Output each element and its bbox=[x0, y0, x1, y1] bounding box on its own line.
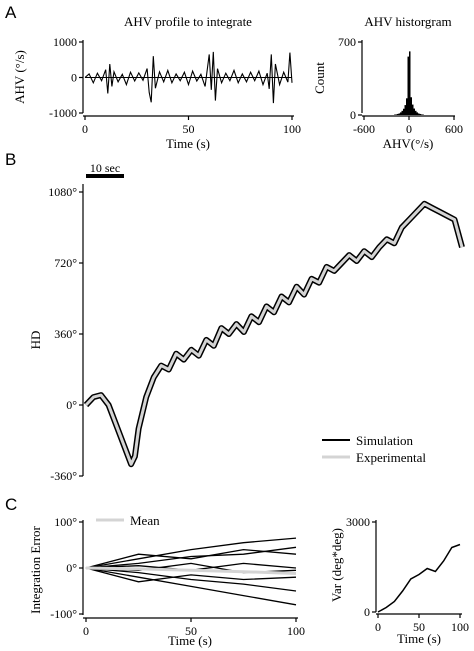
ahv-profile-xtick-label: 50 bbox=[183, 122, 195, 136]
integration-error-chart: 100° 0° -100° 0 50 100 Mean Time (s) Integrat… bbox=[28, 513, 305, 648]
histogram-bar bbox=[401, 110, 403, 115]
ahv-profile-ticks: 1000 0 -1000 0 50 100 bbox=[49, 35, 301, 136]
histogram-bar bbox=[416, 112, 418, 115]
var-x-label: Time (s) bbox=[397, 631, 441, 646]
hd-experimental-line bbox=[84, 202, 464, 466]
histogram-bar bbox=[398, 113, 400, 115]
ahv-histogram-xtick-label: 0 bbox=[406, 122, 412, 136]
variance-chart: 3000 00 50 100 Time (s) Var (deg*deg) bbox=[329, 515, 469, 646]
error-trial-line bbox=[85, 567, 297, 583]
ahv-profile-xtick-label: 100 bbox=[283, 122, 301, 136]
var-ytick-label: 3000 bbox=[346, 515, 370, 529]
histogram-bar bbox=[400, 112, 402, 115]
hd-ytick-label: 1080° bbox=[48, 185, 77, 199]
histogram-bar bbox=[413, 108, 415, 115]
histogram-bar bbox=[419, 113, 421, 115]
ahv-histogram-title: AHV historgram bbox=[364, 14, 451, 29]
hd-ytick-label: 0° bbox=[66, 398, 77, 412]
variance-marks bbox=[377, 543, 461, 613]
ahv-profile-y-label: AHV (°/s) bbox=[12, 50, 27, 104]
ahv-profile-title: AHV profile to integrate bbox=[124, 14, 252, 29]
ahv-histogram-xtick-label: -600 bbox=[353, 122, 375, 136]
hd-legend: Simulation Experimental bbox=[322, 433, 426, 465]
error-ytick-label: -100° bbox=[50, 607, 77, 621]
error-ytick-label: 0° bbox=[66, 561, 77, 575]
histogram-bar bbox=[397, 113, 399, 115]
ahv-histogram-ytick-label: 700 bbox=[338, 35, 356, 49]
error-xtick-label: 100 bbox=[287, 624, 305, 638]
histogram-bar bbox=[418, 113, 420, 115]
hd-y-label: HD bbox=[28, 331, 43, 350]
ahv-profile-ytick-label: -1000 bbox=[49, 106, 77, 120]
variance-line bbox=[377, 543, 461, 613]
error-mean-line bbox=[85, 566, 297, 575]
ahv-profile-ytick-label: 1000 bbox=[53, 35, 77, 49]
ahv-histogram-x-label: AHV(°/s) bbox=[383, 136, 434, 151]
histogram-bar bbox=[395, 114, 397, 115]
error-y-label: Integration Error bbox=[28, 525, 43, 613]
var-xtick-label: 0 bbox=[375, 620, 381, 634]
histogram-bar bbox=[406, 98, 408, 115]
error-xtick-label: 0 bbox=[83, 624, 89, 638]
var-xtick-label: 50 bbox=[413, 620, 425, 634]
ahv-histogram-ytick-label: 0 bbox=[350, 108, 356, 122]
hd-trace-marks bbox=[83, 200, 465, 468]
histogram-bar bbox=[403, 108, 405, 115]
panel-letter-c: C bbox=[5, 495, 17, 514]
variance-ticks: 3000 00 50 100 bbox=[346, 515, 469, 634]
hd-ytick-label: 360° bbox=[54, 327, 77, 341]
error-trial-line bbox=[85, 567, 297, 606]
ahv-profile-xtick-label: 0 bbox=[82, 122, 88, 136]
histogram-bar bbox=[415, 110, 417, 115]
error-xtick-label: 50 bbox=[185, 624, 197, 638]
hd-simulation-line bbox=[83, 200, 465, 468]
ahv-histogram-xtick-label: 600 bbox=[445, 122, 463, 136]
panel-letter-a: A bbox=[5, 3, 17, 22]
histogram-bar bbox=[409, 51, 411, 115]
ahv-histogram-marks bbox=[394, 51, 424, 115]
histogram-bar bbox=[421, 114, 423, 115]
hd-ytick-label: -360° bbox=[50, 469, 77, 483]
error-trial-line bbox=[85, 546, 297, 569]
var-ytick-label: 0 bbox=[364, 605, 370, 619]
legend-simulation-label: Simulation bbox=[356, 433, 414, 448]
error-trial-line bbox=[85, 548, 297, 569]
var-xtick-label: 100 bbox=[451, 620, 469, 634]
ahv-profile-ytick-label: 0 bbox=[71, 71, 77, 85]
integration-error-ticks: 100° 0° -100° 0 50 100 bbox=[50, 515, 305, 638]
hd-trace-ticks: 1080° 720° 360° 0° -360° bbox=[48, 185, 83, 483]
var-y-label: Var (deg*deg) bbox=[329, 528, 344, 602]
panel-letter-b: B bbox=[5, 150, 16, 169]
histogram-bar bbox=[404, 105, 406, 115]
error-ytick-label: 100° bbox=[54, 515, 77, 529]
hd-ytick-label: 720° bbox=[54, 256, 77, 270]
histogram-bar bbox=[410, 97, 412, 115]
legend-experimental-label: Experimental bbox=[356, 450, 426, 465]
histogram-bar bbox=[407, 56, 409, 115]
error-x-label: Time (s) bbox=[168, 633, 212, 648]
integration-error-marks bbox=[85, 537, 297, 606]
error-trial-line bbox=[85, 567, 297, 592]
ahv-profile-x-label: Time (s) bbox=[166, 136, 210, 151]
ahv-profile-marks bbox=[84, 51, 293, 104]
hd-trace-chart: 10 sec 1080° 720° 360° 0° -360° HD Simulatio… bbox=[28, 161, 465, 483]
scale-bar-label: 10 sec bbox=[90, 161, 120, 175]
histogram-bar bbox=[412, 104, 414, 115]
ahv-histogram-y-label: Count bbox=[312, 62, 327, 94]
error-trial-line bbox=[85, 537, 297, 569]
legend-mean-label: Mean bbox=[130, 513, 160, 528]
ahv-profile-line bbox=[84, 51, 293, 104]
